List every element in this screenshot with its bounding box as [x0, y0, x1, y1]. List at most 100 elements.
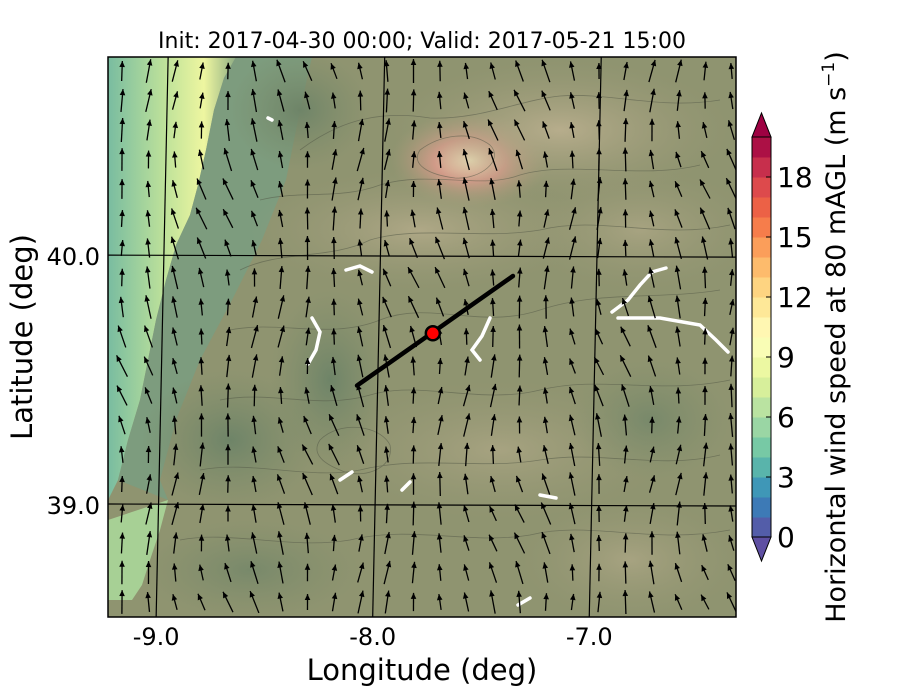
colorbar-tick-label: 18 [777, 161, 813, 194]
wind-vector [331, 592, 338, 612]
wind-vector [700, 594, 710, 610]
wind-vector [304, 357, 311, 375]
wind-vector [569, 564, 576, 581]
wind-field [115, 59, 736, 614]
wind-vector [303, 415, 312, 435]
wind-vector [357, 239, 363, 257]
colorbar-tick-label: 3 [777, 461, 795, 494]
wind-vector [199, 62, 205, 80]
wind-vector [119, 560, 125, 585]
terrain-patch [250, 170, 590, 290]
wind-vector [250, 118, 258, 142]
wind-vector [674, 209, 683, 228]
wind-vector [146, 531, 153, 555]
wind-vector [726, 148, 736, 171]
wind-vector [410, 592, 417, 612]
wind-vector [700, 150, 710, 169]
wind-vector [223, 147, 233, 172]
wind-vector [488, 147, 498, 172]
wind-vector [250, 560, 259, 585]
wind-vector [621, 384, 630, 407]
wind-vector [383, 446, 390, 463]
wind-vector [171, 387, 178, 404]
wind-vector [225, 91, 231, 110]
wind-vector [171, 60, 179, 82]
wind-vector [329, 473, 339, 495]
wind-vector [596, 504, 602, 523]
wind-vector [305, 265, 311, 290]
wind-vector [727, 120, 736, 140]
wind-vector [410, 473, 417, 495]
wind-vector [277, 120, 284, 140]
wind-vector [356, 354, 364, 378]
colorbar-label-main: Horizontal wind speed at 80 mAGL (m s [821, 87, 852, 623]
wind-vector [622, 178, 629, 200]
wind-vector [489, 177, 496, 201]
wind-vector [225, 505, 231, 522]
wind-vector [277, 561, 284, 584]
wind-vector [702, 386, 708, 405]
wind-vector [171, 563, 178, 582]
wind-vector [568, 386, 576, 405]
wind-vector [435, 207, 444, 230]
wind-vector [145, 238, 151, 258]
wind-vector [675, 472, 683, 496]
wind-vector [171, 594, 178, 610]
wind-vector [328, 443, 340, 466]
wind-vector [357, 590, 365, 614]
colorbar-extend-bottom [751, 536, 772, 563]
wind-vector [171, 472, 180, 496]
wind-vector [674, 295, 681, 319]
wind-vector [119, 179, 125, 199]
wind-vector [516, 416, 523, 434]
wind-vector [676, 90, 682, 111]
colorbar-tick-label: 12 [777, 281, 813, 314]
wind-vector [434, 236, 446, 260]
wind-vector [197, 149, 205, 170]
wind-vector [622, 414, 628, 436]
colorbar-extend-top [751, 111, 772, 138]
wind-vector [251, 268, 258, 287]
wind-vector [384, 503, 391, 524]
wind-vector [489, 62, 496, 80]
wind-vector [490, 239, 496, 257]
wind-vector [568, 207, 577, 230]
wind-vector [225, 326, 232, 347]
wind-vector [197, 267, 205, 288]
wind-vector [224, 534, 231, 552]
x-tick-label: -8.0 [349, 623, 396, 651]
wind-vector [570, 178, 576, 200]
wind-vector [462, 268, 470, 287]
wind-vector [674, 593, 683, 611]
wind-vector [569, 121, 575, 139]
wind-vector [542, 357, 549, 375]
wind-vector [648, 59, 657, 83]
colorbar-tick-label: 15 [777, 221, 813, 254]
colorbar-tick-label: 6 [777, 401, 795, 434]
wind-vector [225, 62, 231, 80]
plot-area [108, 57, 736, 617]
colorbar-segment [752, 257, 771, 278]
wind-vector [647, 295, 656, 319]
wind-vector [464, 442, 470, 467]
wind-vector [117, 325, 127, 348]
colorbar-frame [751, 136, 772, 538]
colorbar-segment [752, 297, 771, 318]
wind-vector [410, 180, 417, 198]
wind-vector [702, 414, 709, 436]
wind-vector [383, 560, 392, 585]
wind-vector [595, 413, 603, 437]
wind-vector [596, 237, 603, 259]
wind-vector [647, 355, 657, 377]
wind-vector [146, 119, 152, 141]
colorbar-segment [752, 517, 771, 538]
wind-vector [568, 236, 577, 260]
wind-vector [569, 328, 576, 345]
wind-vector [543, 180, 549, 198]
wind-vector [410, 416, 417, 434]
wind-vector [249, 590, 260, 614]
terrain-patch [520, 500, 736, 617]
wind-vector [675, 59, 683, 83]
wind-vector [198, 564, 204, 581]
